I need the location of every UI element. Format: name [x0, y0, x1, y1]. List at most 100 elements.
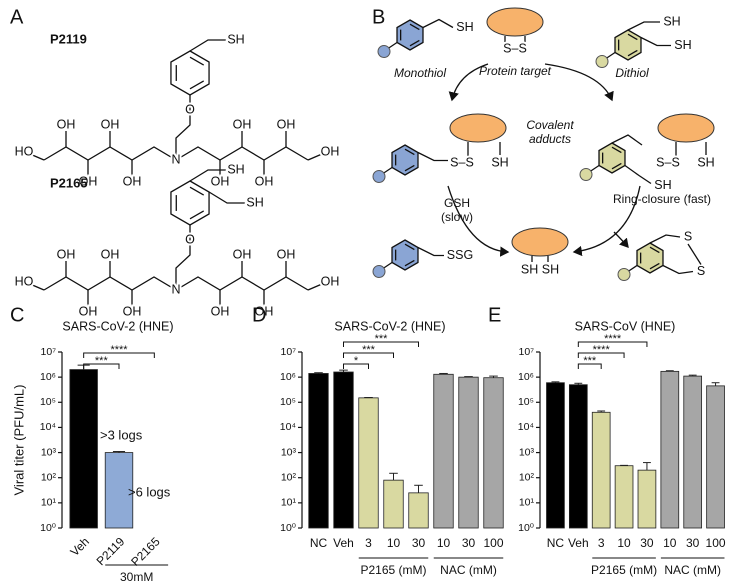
attachment-ball [372, 170, 386, 183]
bond [627, 21, 660, 31]
bar [69, 369, 98, 529]
bond [640, 36, 671, 47]
bar [706, 385, 725, 529]
x-tick-label: 30 [462, 536, 476, 550]
hydroxyl: OH [277, 247, 296, 261]
chart-title: SARS-CoV (HNE) [575, 319, 676, 333]
y-tick-label: 10⁰ [280, 522, 297, 534]
panel-letter: A [10, 6, 24, 28]
hydroxyl: HO [15, 144, 34, 158]
x-tick-label: 3 [598, 536, 605, 550]
free-thiols: SH SH [521, 262, 559, 276]
y-tick-label: 10⁶ [40, 371, 56, 383]
bond [624, 164, 652, 185]
hydroxyl: OH [79, 304, 98, 318]
x-tick-label: 100 [483, 536, 503, 550]
group-label: NAC (mM) [664, 563, 721, 577]
group-label: 30mM [120, 570, 153, 584]
bond [29, 153, 45, 161]
thiol: SH [697, 155, 714, 169]
arrow [572, 185, 641, 257]
arrow [613, 231, 629, 248]
ether-oxygen: O [185, 102, 195, 116]
hydroxyl: OH [57, 247, 76, 261]
attachment-ball [377, 45, 391, 58]
y-tick-label: 10³ [41, 446, 57, 458]
panel-letter: E [488, 304, 501, 326]
double-bond [189, 80, 205, 90]
benzene-ring [170, 50, 210, 96]
double-bond [649, 246, 660, 254]
hydroxyl: OH [233, 117, 252, 131]
bar [333, 371, 354, 529]
attachment-ball [617, 268, 631, 281]
hydroxyl: HO [15, 274, 34, 288]
hydroxyl: OH [101, 117, 120, 131]
x-tick-label: 10 [663, 536, 677, 550]
bond [387, 41, 398, 50]
glutathione-adduct: SSG [447, 248, 473, 262]
x-tick-label: 10 [617, 536, 631, 550]
x-tick-label: Veh [67, 534, 92, 559]
thiol-arm [189, 39, 226, 52]
linker [175, 225, 191, 290]
double-bond [409, 39, 420, 47]
thiol: SH [246, 195, 263, 209]
double-bond [189, 186, 205, 196]
bar [637, 469, 657, 529]
significance-bracket [577, 341, 648, 347]
attachment-ball [579, 168, 593, 181]
x-tick-label: 30 [412, 536, 426, 550]
double-bond [404, 164, 415, 172]
y-tick-label: 10² [41, 471, 57, 483]
significance-bracket [343, 363, 369, 369]
bar [408, 492, 429, 529]
y-tick-label: 10³ [281, 446, 297, 458]
bar [568, 384, 588, 529]
thiol-arm [208, 191, 246, 204]
bond [589, 164, 600, 173]
significance-bracket [343, 352, 394, 358]
hydroxyl: OH [233, 247, 252, 261]
thiol-arm [189, 169, 226, 182]
adduct-note: Covalent adducts [526, 118, 574, 146]
linker [175, 95, 191, 160]
significance-label: *** [583, 355, 597, 367]
bond [417, 246, 444, 257]
double-bond [189, 56, 205, 66]
x-tick-label: 3 [365, 536, 372, 550]
disulfide-bond [687, 243, 702, 265]
bar [308, 373, 329, 529]
y-tick-label: 10⁷ [281, 346, 297, 358]
double-bond [611, 146, 622, 154]
y-tick-label: 10² [519, 471, 535, 483]
y-tick-label: 10⁴ [280, 421, 296, 433]
bond [422, 18, 454, 29]
bar [614, 465, 634, 529]
protein [449, 113, 507, 143]
double-bond [611, 162, 622, 170]
bond [29, 283, 45, 291]
x-tick-label: NC [547, 536, 565, 550]
bond [307, 153, 323, 161]
bar [483, 377, 504, 529]
double-bond [409, 23, 420, 31]
chart-title: SARS-CoV-2 (HNE) [334, 319, 445, 333]
x-tick-label: P2165 [128, 534, 163, 569]
group-label: P2165 (mM) [360, 563, 426, 577]
y-tick-label: 10⁴ [518, 421, 534, 433]
arrow [447, 185, 510, 257]
arrow [448, 63, 489, 102]
significance-bracket [83, 363, 120, 369]
ring-closure-note: Ring-closure (fast) [612, 192, 712, 206]
double-bond [189, 210, 205, 220]
panel-letter: D [252, 304, 266, 326]
hydroxyl: OH [79, 174, 98, 188]
bar [458, 376, 479, 529]
bond [662, 264, 694, 275]
y-tick-label: 10⁶ [518, 371, 534, 383]
protein [657, 113, 715, 143]
disulfide: S–S [503, 41, 527, 55]
